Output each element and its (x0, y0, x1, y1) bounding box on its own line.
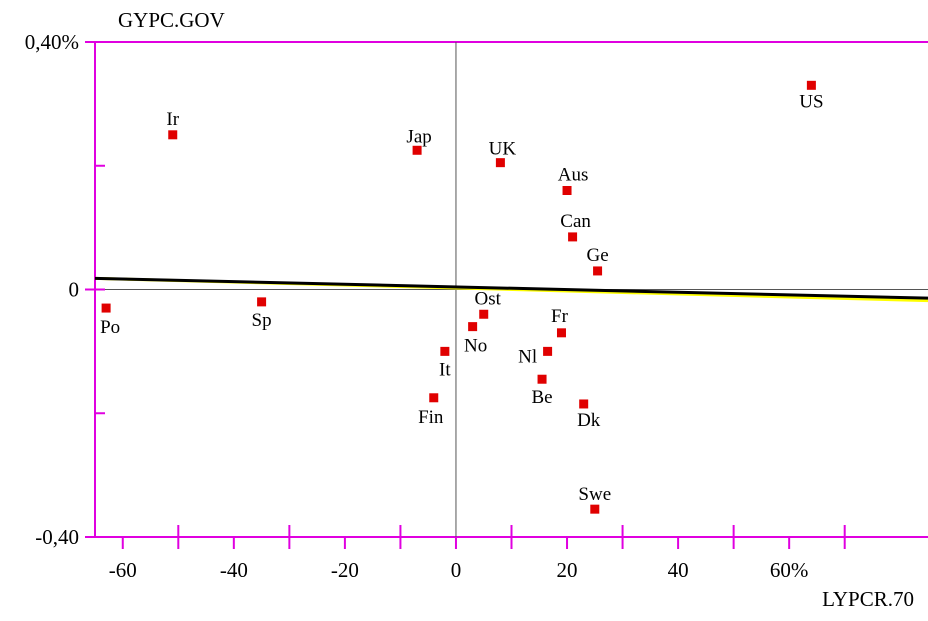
fit-lines (94, 276, 928, 303)
data-point (101, 303, 111, 313)
y-tick-label: 0 (69, 278, 80, 302)
data-point (806, 80, 816, 90)
point-label: Can (560, 211, 591, 232)
x-tick-label: -60 (109, 558, 137, 582)
fit-line-black (94, 276, 928, 300)
data-point (590, 504, 600, 514)
point-label: It (439, 359, 451, 380)
x-tick-label: -40 (220, 558, 248, 582)
point-label: Fr (551, 306, 569, 327)
point-label: Swe (578, 484, 611, 505)
data-point (579, 399, 589, 409)
data-point (537, 374, 547, 384)
point-label: Sp (252, 310, 272, 331)
x-tick-label: -20 (331, 558, 359, 582)
axis-ticks: -60 -40 -20 0 20 40 60% 0,40% 0 -0,40 (25, 30, 846, 582)
x-axis-title: LYPCR.70 (822, 587, 914, 611)
point-label: No (464, 336, 487, 357)
point-label: Dk (577, 410, 601, 431)
point-label: Ir (166, 109, 179, 130)
data-point (543, 346, 553, 356)
point-label: Jap (406, 126, 431, 147)
y-tick-label: 0,40% (25, 30, 79, 54)
x-tick-label: 40 (668, 558, 689, 582)
point-label: Ge (586, 245, 608, 266)
data-point (468, 322, 478, 332)
x-tick-label: 0 (451, 558, 462, 582)
data-point (562, 186, 572, 195)
data-point (568, 232, 578, 242)
point-label: US (799, 91, 823, 112)
data-point (440, 346, 450, 356)
x-tick-label: 60% (770, 558, 809, 582)
point-label: Fin (418, 407, 444, 428)
data-point (556, 328, 566, 338)
data-point (412, 145, 422, 155)
x-tick-label: 20 (557, 558, 578, 582)
y-tick-label: -0,40 (35, 525, 79, 549)
data-point (429, 393, 439, 403)
point-label: Po (100, 317, 120, 338)
point-label: UK (489, 139, 517, 160)
point-label: Nl (518, 346, 537, 367)
data-points: US Ir Jap UK Aus Can Ge Po Sp Ost Fr No Nl It Be Fin Dk S… (100, 80, 824, 514)
y-axis-title: GYPC.GOV (118, 8, 225, 32)
point-label: Be (531, 387, 552, 408)
data-point (593, 266, 603, 276)
data-point (495, 158, 505, 168)
data-point (168, 130, 178, 140)
point-label: Aus (558, 165, 589, 186)
data-point (257, 297, 267, 307)
axis-labels: GYPC.GOV LYPCR.70 (118, 8, 914, 611)
data-point (479, 309, 489, 319)
point-label: Ost (475, 288, 502, 309)
